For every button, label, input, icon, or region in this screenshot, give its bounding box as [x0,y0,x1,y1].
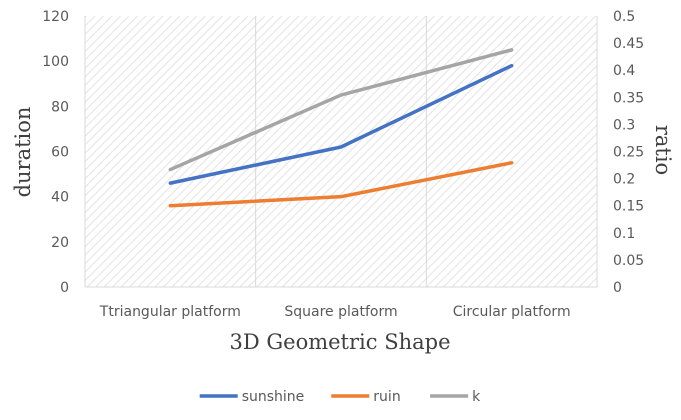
series-line-k [168,48,514,172]
y-tick-label: 100 [42,54,69,70]
series-line-ruin [168,161,514,208]
x-axis-title: 3D Geometric Shape [230,330,451,354]
x-tick-label: Square platform [284,304,397,320]
y-tick-label: 0 [60,280,69,296]
y2-tick-label: 0.25 [613,145,644,161]
y2-tick-label: 0.1 [613,226,635,242]
y2-tick-label: 0.35 [613,90,644,106]
y2-axis-title: ratio [651,125,675,175]
y-tick-label: 80 [51,99,69,115]
y2-tick-label: 0.2 [613,172,635,188]
y2-tick-label: 0.45 [613,36,644,52]
y-axis-ticks: 0 20 40 60 80 100 120 [42,9,69,296]
y-tick-label: 60 [51,145,69,161]
legend-item-k: k [430,389,481,405]
y-tick-label: 40 [51,190,69,206]
y-tick-label: 20 [51,235,69,251]
y-axis-title: duration [11,107,35,198]
x-tick-label: Circular platform [453,304,571,320]
plot-area [85,16,597,287]
y2-tick-label: 0.3 [613,117,635,133]
legend-label: sunshine [242,389,305,405]
x-axis-ticks: Ttriangular platform Square platform Circu… [99,304,571,320]
legend: sunshine ruin k [199,389,481,405]
y2-tick-label: 0.5 [613,9,635,25]
grid-lines [84,16,598,288]
series-lines [168,48,514,208]
legend-item-ruin: ruin [331,389,401,405]
y2-tick-label: 0.4 [613,63,635,79]
y2-tick-label: 0.15 [613,199,644,215]
legend-label: ruin [373,389,400,405]
y2-tick-label: 0.05 [613,253,644,269]
y2-axis-ticks: 0 0.05 0.1 0.15 0.2 0.25 0.3 0.35 0.4 0.45 0.5 [613,9,644,296]
series-line-sunshine [168,63,514,185]
legend-item-sunshine: sunshine [199,389,305,405]
y2-tick-label: 0 [613,280,622,296]
y-tick-label: 120 [42,9,69,25]
x-tick-label: Ttriangular platform [99,304,241,320]
legend-label: k [472,389,481,405]
